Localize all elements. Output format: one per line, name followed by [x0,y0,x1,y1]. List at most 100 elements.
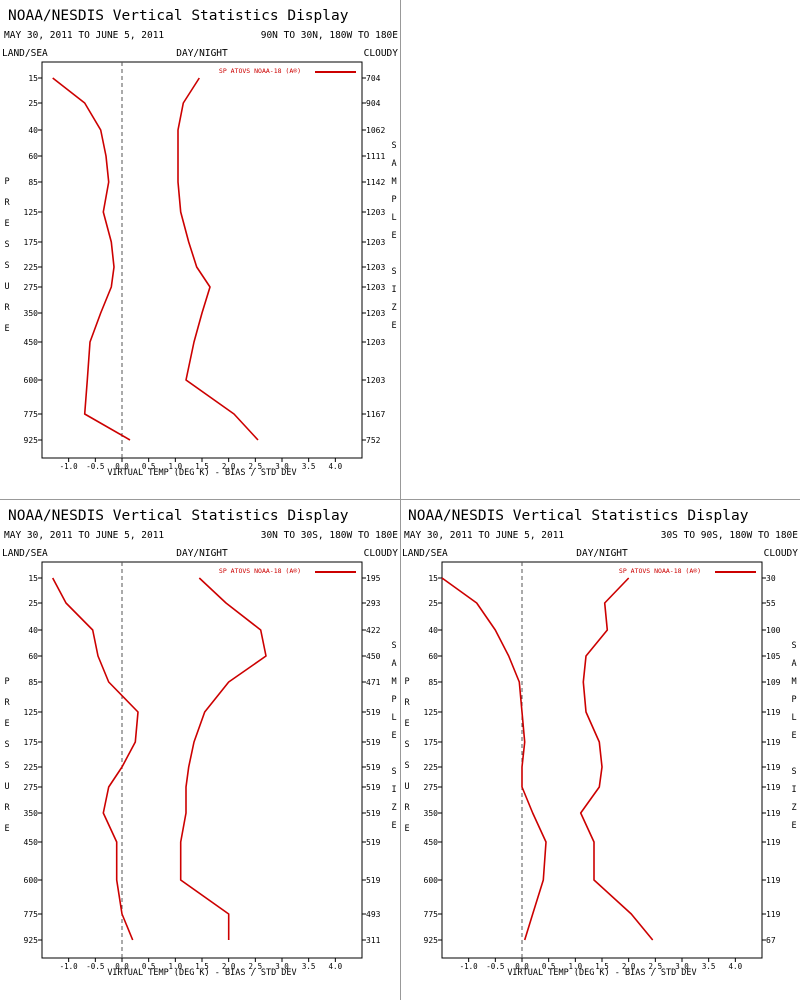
sample-size-value: 493 [366,910,381,919]
bias-series-line [441,577,547,941]
x-axis-label: VIRTUAL TEMP (DEG K) - BIAS / STD DEV [107,968,296,978]
sample-size-value: 1062 [366,126,385,135]
sample-size-axis-letter: I [391,785,396,795]
sample-size-axis-letter: A [791,659,796,669]
sample-size-axis-letter: A [391,659,396,669]
pressure-level-label: 775 [424,910,439,919]
pressure-axis-letter: R [4,803,10,813]
pressure-level-label: 85 [28,678,38,687]
pressure-axis-letter: E [404,824,409,834]
region-label: 90N TO 30N, 180W TO 180E [261,30,399,41]
sample-size-axis-letter: M [391,177,396,187]
sample-size-axis-letter: Z [391,803,396,813]
sample-size-axis-letter: L [791,713,796,723]
sample-size-axis-letter: P [391,695,396,705]
pressure-axis-letter: R [4,303,10,313]
pressure-axis-letter: E [4,324,9,334]
x-tick-label: 2.5 [249,962,263,971]
x-axis-label: VIRTUAL TEMP (DEG K) - BIAS / STD DEV [107,468,296,478]
x-tick-label: 3.0 [275,462,289,471]
pressure-level-label: 350 [24,309,39,318]
panel-title: NOAA/NESDIS Vertical Statistics Display [8,8,349,24]
x-tick-label: 0.0 [115,962,129,971]
sample-size-axis-letter: E [391,731,396,741]
sample-size-axis-letter: M [391,677,396,687]
pressure-level-label: 175 [24,238,39,247]
pressure-axis-letter: S [4,261,9,271]
std-dev-series-line [179,577,267,940]
pressure-level-label: 25 [28,599,38,608]
pressure-axis-letter: S [4,761,9,771]
x-tick-label: 3.0 [675,962,689,971]
sample-size-value: 119 [766,783,781,792]
plot-frame [41,561,363,959]
sample-size-value: 519 [366,809,381,818]
sample-size-value: 422 [366,626,381,635]
sample-size-axis-letter: S [391,767,396,777]
pressure-level-label: 350 [424,809,439,818]
pressure-axis-letter: U [4,782,9,792]
pressure-axis-letter: P [4,677,9,687]
sample-size-axis-letter: S [791,641,796,651]
x-tick-label: 0.0 [115,462,129,471]
sample-size-value: 1203 [366,338,385,347]
x-tick-label: -1.0 [60,462,79,471]
land-sea-label: LAND/SEA [402,548,448,559]
pressure-level-label: 925 [424,936,439,945]
pressure-axis-letter: P [4,177,9,187]
legend-label: SP ATOVS NOAA-18 (A®) [219,567,301,575]
sample-size-value: 519 [366,876,381,885]
pressure-level-label: 15 [28,74,38,83]
sample-size-axis-letter: S [791,767,796,777]
sample-size-axis-letter: P [791,695,796,705]
sample-size-value: 1167 [366,410,385,419]
sample-size-value: 519 [366,783,381,792]
sample-size-value: 1203 [366,309,385,318]
vertical-stats-chart: NOAA/NESDIS Vertical Statistics Display M… [2,8,399,478]
pressure-level-label: 600 [24,376,39,385]
x-tick-label: 2.0 [222,962,236,971]
date-range: MAY 30, 2011 TO JUNE 5, 2011 [404,530,564,541]
x-tick-label: -1.0 [460,962,479,971]
x-tick-label: 0.5 [142,962,156,971]
region-label: 30N TO 30S, 180W TO 180E [261,530,399,541]
pressure-axis-letter: S [404,761,409,771]
panel-title: NOAA/NESDIS Vertical Statistics Display [8,508,349,524]
sample-size-value: 195 [366,574,381,583]
pressure-level-label: 125 [24,208,39,217]
sample-size-value: 1203 [366,208,385,217]
sample-size-value: 119 [766,708,781,717]
pressure-axis-letter: U [404,782,409,792]
x-tick-label: 1.5 [595,962,609,971]
pressure-axis-letter: S [404,740,409,750]
day-night-label: DAY/NIGHT [176,548,228,559]
land-sea-label: LAND/SEA [2,48,48,59]
stats-panel-north: NOAA/NESDIS Vertical Statistics Display M… [0,0,400,500]
pressure-axis-letter: R [4,698,10,708]
x-tick-label: 4.0 [329,962,343,971]
pressure-axis-letter: P [404,677,409,687]
x-axis-label: VIRTUAL TEMP (DEG K) - BIAS / STD DEV [507,968,696,978]
cloudy-label: CLOUDY [764,548,799,559]
pressure-level-label: 40 [428,626,438,635]
sample-size-axis-letter: A [391,159,396,169]
x-tick-label: -0.5 [86,962,104,971]
sample-size-value: 471 [366,678,381,687]
x-tick-label: 4.0 [329,462,343,471]
pressure-level-label: 275 [424,783,439,792]
x-tick-label: -1.0 [60,962,79,971]
panel-divider-horizontal [0,499,800,500]
std-dev-series-line [579,577,654,941]
sample-size-value: 55 [766,599,776,608]
pressure-level-label: 275 [24,283,39,292]
pressure-axis-letter: R [4,198,10,208]
vertical-stats-chart: NOAA/NESDIS Vertical Statistics Display M… [2,508,399,978]
pressure-level-label: 125 [24,708,39,717]
pressure-level-label: 775 [24,910,39,919]
pressure-level-label: 225 [24,763,39,772]
sample-size-value: 119 [766,838,781,847]
x-tick-label: 1.5 [195,462,209,471]
pressure-axis-letter: E [404,719,409,729]
pressure-axis-letter: E [4,824,9,834]
sample-size-axis-letter: E [391,321,396,331]
